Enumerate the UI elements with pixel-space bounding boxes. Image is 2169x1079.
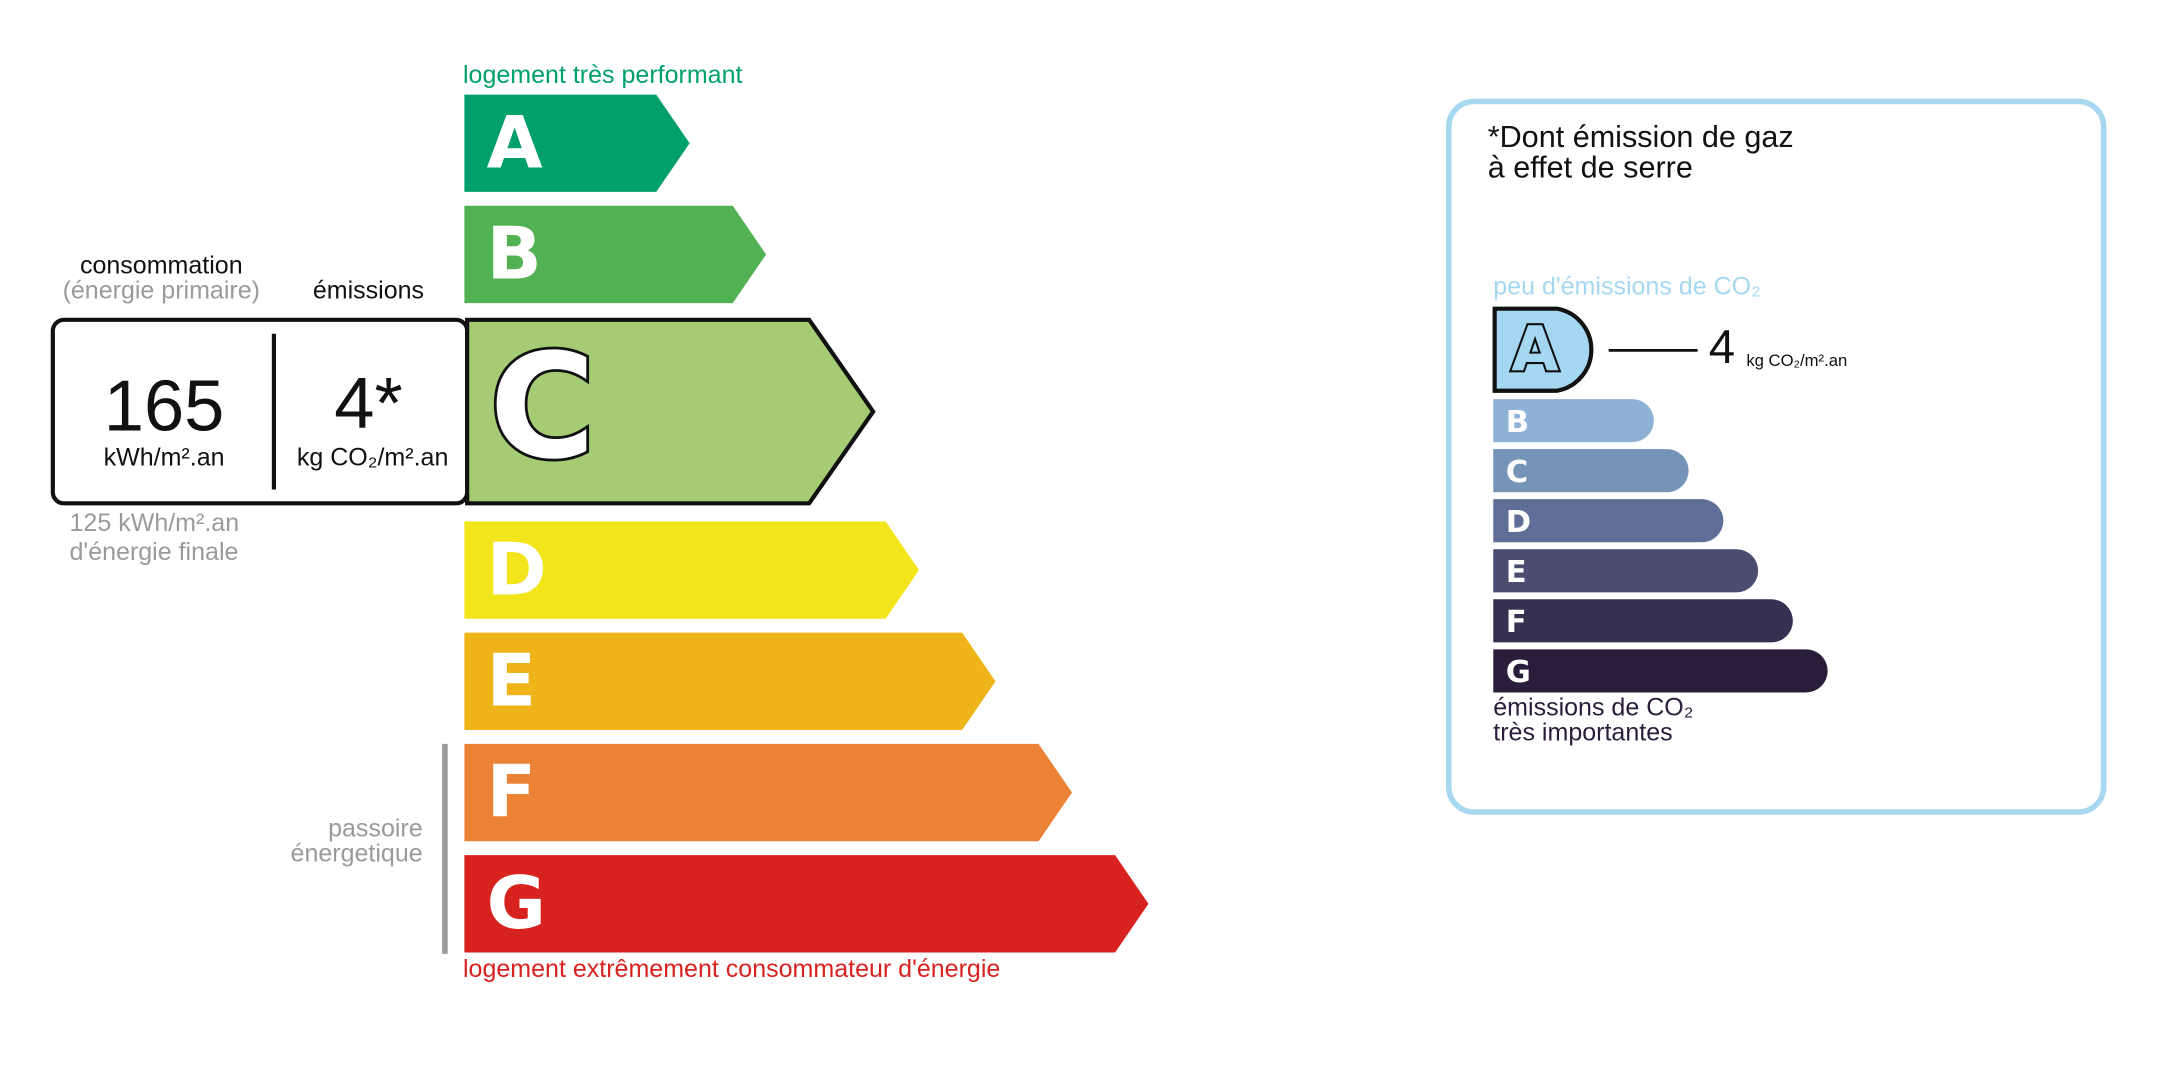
energy-class-letter: G bbox=[487, 862, 546, 946]
ghg-class-letter: D bbox=[1506, 505, 1531, 540]
consumption-header: consommation bbox=[80, 252, 243, 280]
top-label: logement très performant bbox=[463, 61, 743, 89]
ghg-top-label: peu d'émissions de CO₂ bbox=[1493, 272, 1761, 300]
energy-class-letter: B bbox=[487, 213, 542, 297]
ghg-bottom-label: très importantes bbox=[1493, 719, 1672, 747]
ghg-class-bar bbox=[1493, 549, 1759, 593]
ghg-class-bar bbox=[1493, 649, 1828, 693]
ghg-title: *Dont émission de gaz bbox=[1488, 120, 1794, 154]
emissions-header: émissions bbox=[313, 277, 424, 305]
ghg-panel bbox=[1446, 98, 2107, 815]
final-energy: 125 kWh/m².an bbox=[70, 509, 240, 537]
ghg-class-letter: C bbox=[1506, 455, 1528, 490]
ghg-class-bar bbox=[1493, 449, 1689, 493]
emissions-value: 4* bbox=[334, 364, 402, 444]
emissions-unit: kg CO₂/m².an bbox=[297, 443, 449, 471]
energy-class-letter: A bbox=[487, 101, 543, 185]
energy-class-bar bbox=[464, 855, 1149, 953]
ghg-class-letter: E bbox=[1506, 555, 1527, 590]
energy-class-bar bbox=[464, 205, 767, 304]
ghg-bottom-label: émissions de CO₂ bbox=[1493, 694, 1693, 722]
ghg-class-letter: F bbox=[1506, 605, 1527, 640]
energy-class-letter: F bbox=[487, 751, 536, 835]
ghg-unit: kg CO₂/m².an bbox=[1746, 351, 1847, 370]
energy-class-bar bbox=[465, 317, 876, 506]
energy-class-letter: D bbox=[487, 528, 547, 612]
consumption-unit: kWh/m².an bbox=[104, 443, 225, 471]
energy-class-letter: C bbox=[489, 324, 595, 492]
ghg-class-letter: A bbox=[1511, 314, 1559, 385]
ghg-class-bar bbox=[1493, 599, 1793, 643]
energy-class-bar bbox=[464, 94, 690, 192]
energy-class-letter: E bbox=[487, 640, 536, 724]
ghg-class-letter: B bbox=[1506, 405, 1529, 440]
final-energy-label: d'énergie finale bbox=[70, 538, 239, 566]
ghg-value: 4 bbox=[1709, 321, 1735, 374]
ghg-class-marker bbox=[1492, 306, 1594, 393]
consumption-value: 165 bbox=[104, 367, 225, 447]
passoire-label: passoire bbox=[328, 815, 423, 843]
energy-class-bar bbox=[464, 521, 920, 619]
bottom-label: logement extrêmement consommateur d'éner… bbox=[463, 955, 1000, 983]
ghg-class-letter: G bbox=[1506, 655, 1531, 690]
consumption-subheader: (énergie primaire) bbox=[63, 277, 260, 305]
ghg-class-bar bbox=[1493, 499, 1724, 543]
ghg-class-bar bbox=[1493, 399, 1654, 443]
energy-class-bar bbox=[464, 743, 1072, 842]
passoire-label: énergetique bbox=[291, 840, 423, 868]
energy-class-bar bbox=[464, 632, 996, 730]
ghg-title: à effet de serre bbox=[1488, 151, 1693, 185]
